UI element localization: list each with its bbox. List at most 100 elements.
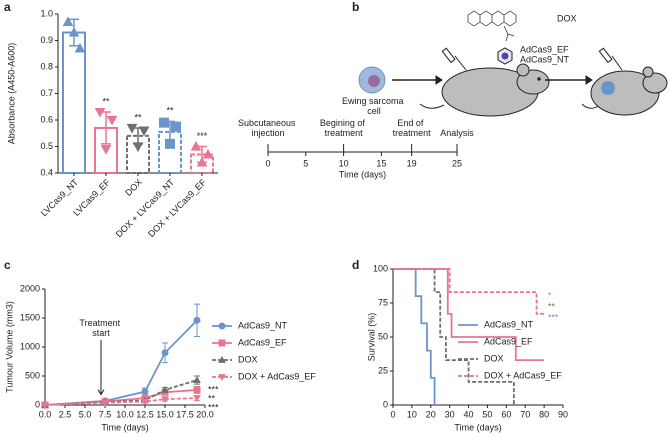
y-tick-label: 0.4 xyxy=(40,167,53,177)
marker xyxy=(193,376,201,383)
drug-label: DOX xyxy=(557,13,577,23)
y-axis-label: Tumour Volume (mm3) xyxy=(4,301,14,393)
label-line: treatment xyxy=(325,128,364,138)
x-tick-label: 30 xyxy=(445,409,455,419)
significance: ** xyxy=(102,96,110,106)
significance: *** xyxy=(197,131,208,141)
legend-label: DOX + AdCas9_EF xyxy=(238,371,316,381)
x-tick-label: DOX + LVCas9_NT xyxy=(114,177,177,240)
marker xyxy=(74,42,86,53)
marker xyxy=(62,16,74,27)
legend-label: DOX + AdCas9_EF xyxy=(484,370,562,380)
marker xyxy=(193,316,201,324)
marker xyxy=(218,339,226,347)
x-tick-label: 20.0 xyxy=(196,409,214,419)
nucleus xyxy=(368,75,380,87)
marker xyxy=(141,398,149,406)
significance: *** xyxy=(208,402,219,412)
marker xyxy=(132,142,144,153)
diagram-art xyxy=(358,10,668,117)
y-tick-label: 1500 xyxy=(20,312,40,322)
marker xyxy=(141,388,149,396)
legend-label: DOX xyxy=(484,353,504,363)
y-tick-label: 0.5 xyxy=(40,141,53,151)
tail xyxy=(419,103,445,109)
timeline-tick-label: 5 xyxy=(303,158,308,168)
label-line: Ewing sarcoma xyxy=(342,96,406,106)
legend-label: AdCas9_NT xyxy=(484,319,534,329)
marker xyxy=(218,374,226,382)
mouse-head xyxy=(642,72,668,94)
x-tick-label: 0.0 xyxy=(39,409,52,419)
tumour xyxy=(601,81,615,95)
legend-label: AdCas9_EF xyxy=(238,337,287,347)
marker xyxy=(193,395,201,403)
syringe xyxy=(454,55,467,71)
label-line: Analysis xyxy=(440,128,474,138)
x-tick-label: 0 xyxy=(390,409,395,419)
label-line: cell xyxy=(367,106,381,116)
arrow-head xyxy=(435,75,443,85)
bar xyxy=(126,134,150,174)
label-line: Subcutaneous xyxy=(238,118,298,128)
vector-label: AdCas9_EF xyxy=(520,44,569,54)
marker xyxy=(218,322,226,330)
y-tick-label: 100 xyxy=(373,263,388,273)
arrow-head xyxy=(585,75,593,85)
label-line: End of xyxy=(397,118,426,128)
x-tick-label: 2.5 xyxy=(59,409,72,419)
syringe-barrel xyxy=(598,47,613,64)
timeline-tick-label: 10 xyxy=(339,158,349,168)
marker xyxy=(171,121,181,132)
x-tick-label: 60 xyxy=(501,409,511,419)
marker xyxy=(193,386,201,394)
annotation-arrow xyxy=(97,340,105,396)
survival-curve xyxy=(393,268,545,315)
legend-label: DOX xyxy=(238,354,258,364)
marker xyxy=(159,117,169,128)
y-tick-label: 0.6 xyxy=(40,114,53,124)
legend-label: AdCas9_NT xyxy=(238,320,288,330)
significance: *** xyxy=(548,313,559,323)
label-line: treatment xyxy=(393,128,432,138)
x-tick-label: 12.5 xyxy=(136,409,154,419)
label-line: Begining of xyxy=(320,118,368,128)
mouse-eye xyxy=(537,77,541,81)
marker xyxy=(68,27,80,37)
marker xyxy=(138,126,150,137)
significance: *** xyxy=(208,384,219,394)
event-label: Analysis xyxy=(440,128,474,138)
timeline-tick-label: 25 xyxy=(452,158,462,168)
panel-label: c xyxy=(4,258,11,272)
marker xyxy=(126,123,138,134)
bar xyxy=(62,31,86,174)
series-line xyxy=(44,379,198,406)
x-tick-label: DOX + LVCas9_EF xyxy=(146,177,208,239)
panel-label: b xyxy=(352,0,359,14)
y-tick-label: 0 xyxy=(35,399,40,409)
marker xyxy=(218,355,226,363)
x-tick-label: 50 xyxy=(482,409,492,419)
timeline-tick-label: 15 xyxy=(376,158,386,168)
x-axis-label: Time (days) xyxy=(101,422,148,432)
marker xyxy=(202,148,214,159)
cell-label: Ewing sarcoma cell xyxy=(342,96,406,116)
y-tick-label: 25 xyxy=(378,365,388,375)
x-tick-label: 40 xyxy=(464,409,474,419)
panel-label: a xyxy=(4,0,11,14)
marker xyxy=(101,399,109,407)
significance: ** xyxy=(548,302,556,312)
x-tick-label: 80 xyxy=(539,409,549,419)
legend-label: AdCas9_EF xyxy=(484,336,533,346)
marker xyxy=(190,140,202,151)
event-label: Subcutaneous injection xyxy=(238,118,298,138)
vector-label: AdCas9_NT xyxy=(520,54,570,64)
x-axis-label: Time (days) xyxy=(454,422,501,432)
annotation-line: start xyxy=(92,328,110,338)
y-tick-label: 1.0 xyxy=(40,8,53,18)
x-tick-label: 90 xyxy=(558,409,568,419)
marker xyxy=(165,138,175,149)
y-tick-label: 75 xyxy=(378,297,388,307)
